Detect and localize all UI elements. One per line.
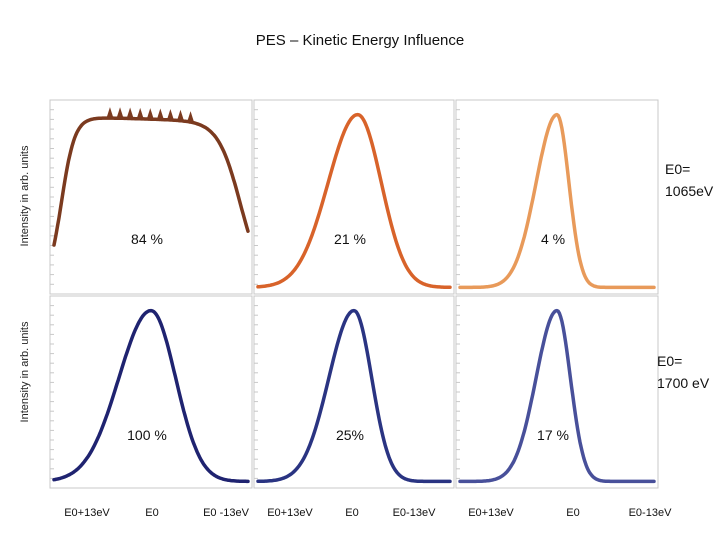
- x-tick-col1-center: E0: [145, 507, 158, 519]
- x-tick-col1-left: E0+13eV: [64, 507, 110, 519]
- panel-1-2: 17 %: [455, 295, 659, 489]
- x-tick-col3-left: E0+13eV: [468, 507, 514, 519]
- data-marker: [146, 108, 154, 120]
- x-tick-col1-right: E0 -13eV: [203, 507, 250, 519]
- panel-frame: [455, 99, 659, 295]
- panel-annotation: 17 %: [537, 427, 569, 443]
- data-marker: [116, 107, 124, 119]
- series-line: [458, 308, 656, 484]
- panel-annotation: 4 %: [541, 231, 565, 247]
- y-axis-label-bottom: Intensity in arb. units: [19, 321, 31, 422]
- x-tick-col2-right: E0-13eV: [393, 507, 436, 519]
- panels-group: 84 % 21 % 4 % 100 % 25% 17 %: [49, 99, 659, 489]
- panel-1-1: 25%: [253, 295, 455, 489]
- series-line: [52, 116, 250, 247]
- panel-frame: [253, 99, 455, 295]
- panel-annotation: 21 %: [334, 231, 366, 247]
- panel-frame: [49, 99, 253, 295]
- panel-annotation: 100 %: [127, 427, 167, 443]
- x-tick-col3-right: E0-13eV: [629, 507, 672, 519]
- series-line: [256, 308, 452, 484]
- x-tick-col2-left: E0+13eV: [267, 507, 313, 519]
- row-label-1700-line1: E0=: [657, 353, 682, 369]
- row-label-1065-line2: 1065eV: [665, 183, 714, 199]
- chart-title: PES – Kinetic Energy Influence: [255, 32, 465, 49]
- data-marker: [156, 108, 164, 120]
- panel-0-2: 4 %: [455, 99, 659, 295]
- y-axis-label-top: Intensity in arb. units: [19, 145, 31, 246]
- panel-frame: [49, 295, 253, 489]
- series-line: [256, 112, 452, 290]
- data-marker: [187, 111, 195, 123]
- panel-annotation: 25%: [336, 427, 364, 443]
- series-line: [52, 308, 250, 484]
- series-line: [458, 112, 656, 290]
- x-tick-col2-center: E0: [345, 507, 358, 519]
- panel-0-0: 84 %: [49, 99, 253, 295]
- data-marker: [136, 107, 144, 119]
- row-label-1700-line2: 1700 eV: [657, 375, 710, 391]
- x-tick-col3-center: E0: [566, 507, 579, 519]
- panel-1-0: 100 %: [49, 295, 253, 489]
- panel-frame: [253, 295, 455, 489]
- data-marker: [176, 109, 184, 121]
- labels-group: Intensity in arb. units Intensity in arb…: [19, 145, 714, 519]
- row-label-1065-line1: E0=: [665, 161, 690, 177]
- data-marker: [166, 108, 174, 120]
- data-marker: [126, 107, 134, 119]
- panel-frame: [455, 295, 659, 489]
- panel-annotation: 84 %: [131, 231, 163, 247]
- data-marker: [106, 107, 114, 119]
- panel-0-1: 21 %: [253, 99, 455, 295]
